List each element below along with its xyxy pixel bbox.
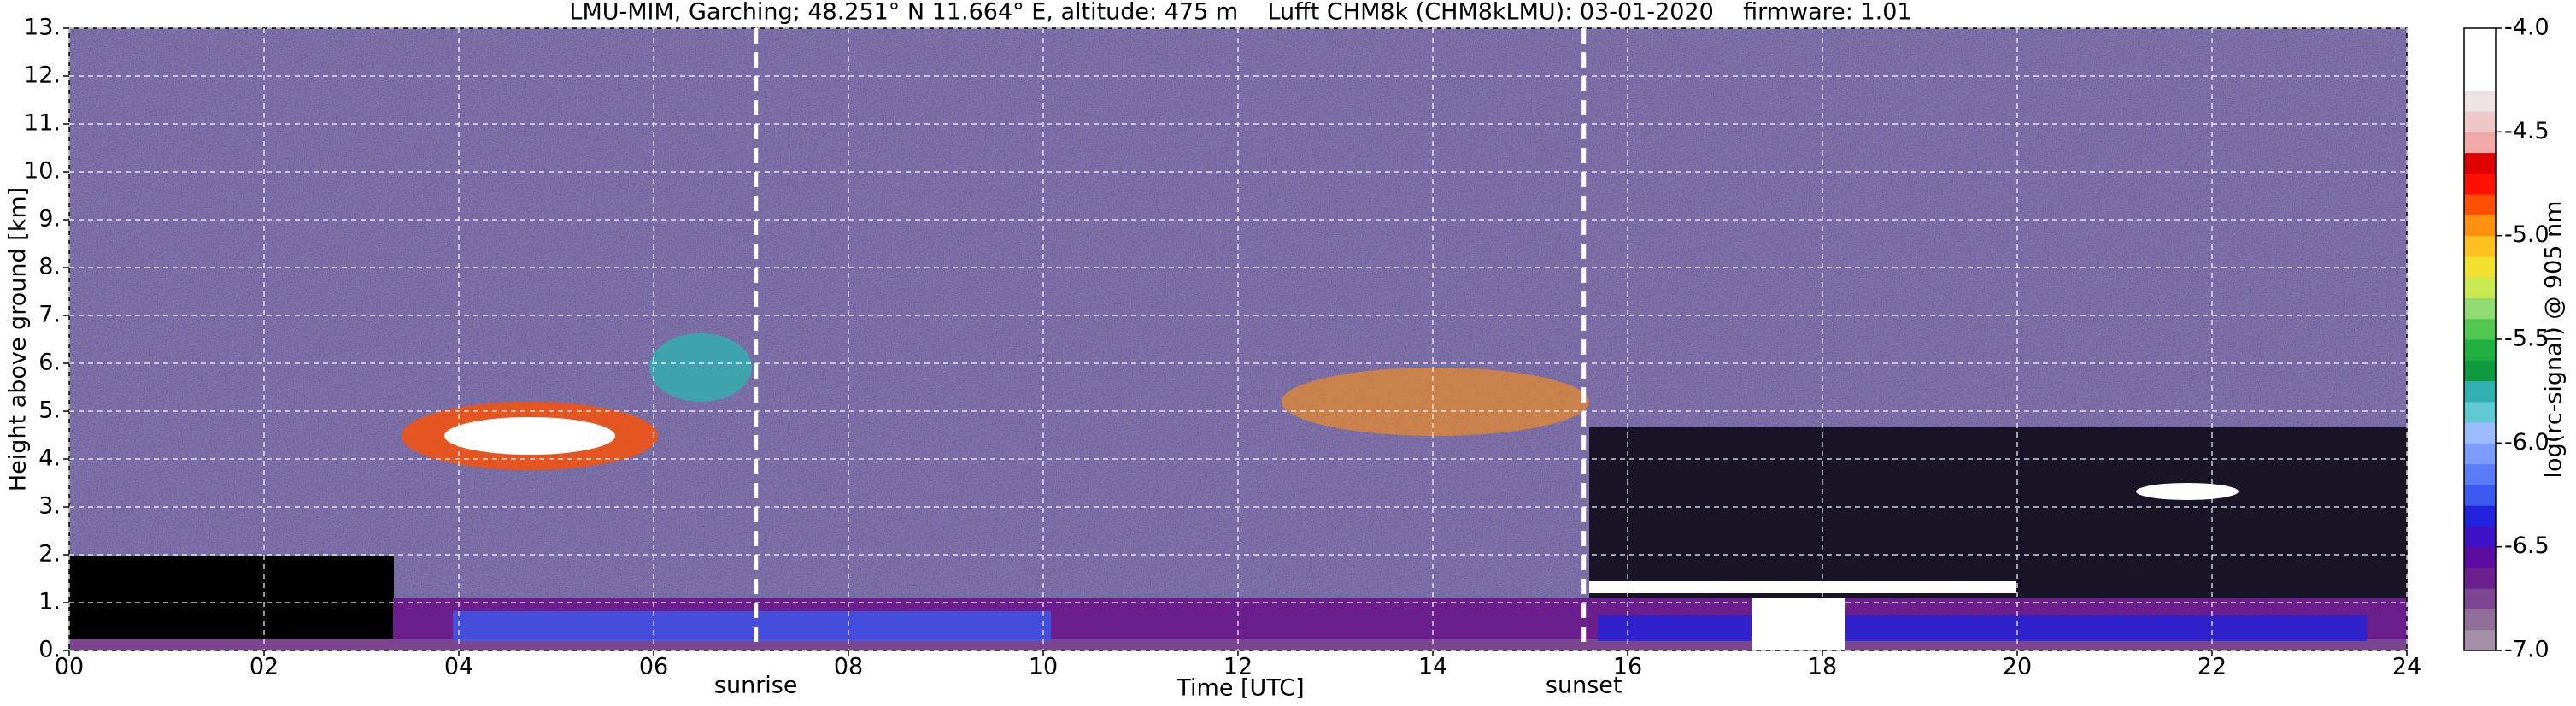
colorbar-segment bbox=[2464, 484, 2496, 506]
colorbar-segment bbox=[2464, 28, 2496, 50]
colorbar-tick-label: -6.0 bbox=[2504, 429, 2550, 456]
annotation-label: sunrise bbox=[714, 673, 798, 699]
y-tick-label: 11. bbox=[24, 110, 61, 137]
y-tick-label: 4. bbox=[38, 445, 61, 472]
y-axis-label: Height above ground [km] bbox=[5, 187, 32, 491]
x-tick-label: 16 bbox=[1613, 654, 1642, 680]
colorbar-tick-label: -4.5 bbox=[2504, 118, 2550, 144]
y-tick-label: 0. bbox=[38, 637, 61, 663]
colorbar-segment bbox=[2464, 609, 2496, 631]
y-tick-label: 5. bbox=[38, 397, 61, 424]
colorbar-tick-label: -7.0 bbox=[2504, 637, 2550, 663]
y-tick-label: 1. bbox=[38, 589, 61, 615]
y-tick-label: 13. bbox=[24, 15, 61, 41]
y-tick-label: 3. bbox=[38, 493, 61, 520]
x-tick-label: 18 bbox=[1808, 654, 1837, 680]
colorbar-segment bbox=[2464, 132, 2496, 154]
colorbar-segment bbox=[2464, 215, 2496, 237]
x-tick-label: 20 bbox=[2003, 654, 2032, 680]
colorbar-segment bbox=[2464, 90, 2496, 112]
y-tick-label: 2. bbox=[38, 541, 61, 568]
colorbar-segment bbox=[2464, 546, 2496, 568]
annotation-label: sunset bbox=[1546, 673, 1622, 699]
colorbar-tick-label: -5.5 bbox=[2504, 326, 2550, 352]
colorbar-segment bbox=[2464, 401, 2496, 423]
colorbar-segment bbox=[2464, 297, 2496, 320]
x-tick-label: 06 bbox=[639, 654, 668, 680]
colorbar-segment bbox=[2464, 277, 2496, 298]
x-tick-label: 22 bbox=[2198, 654, 2227, 680]
colorbar-segment bbox=[2464, 49, 2496, 71]
x-tick-label: 00 bbox=[55, 654, 84, 680]
x-tick-label: 24 bbox=[2392, 654, 2421, 680]
colorbar-segment bbox=[2464, 173, 2496, 195]
colorbar-segment bbox=[2464, 588, 2496, 609]
colorbar-segment bbox=[2464, 235, 2496, 257]
colorbar-segment bbox=[2464, 69, 2496, 91]
x-tick-label: 12 bbox=[1223, 654, 1253, 680]
colorbar-label: log(rc-signal) @ 905 nm bbox=[2541, 201, 2567, 479]
colorbar-segment bbox=[2464, 256, 2496, 278]
colorbar-segment bbox=[2464, 360, 2496, 382]
y-tick-label: 10. bbox=[24, 158, 61, 185]
colorbar-segment bbox=[2464, 339, 2496, 361]
y-tick-label: 8. bbox=[38, 254, 61, 280]
colorbar-segment bbox=[2464, 526, 2496, 548]
x-tick-label: 02 bbox=[249, 654, 279, 680]
x-tick-label: 04 bbox=[444, 654, 473, 680]
colorbar-segment bbox=[2464, 194, 2496, 215]
colorbar-tick-label: -6.5 bbox=[2504, 532, 2550, 559]
y-tick-label: 12. bbox=[24, 62, 61, 89]
x-tick-label: 14 bbox=[1418, 654, 1447, 680]
colorbar-segment bbox=[2464, 318, 2496, 340]
y-tick-label: 9. bbox=[38, 206, 61, 232]
x-axis-label: Time [UTC] bbox=[1176, 675, 1304, 702]
chart-title: LMU-MIM, Garching; 48.251° N 11.664° E, … bbox=[569, 0, 1911, 26]
y-tick-label: 7. bbox=[38, 302, 61, 328]
colorbar-segment bbox=[2464, 152, 2496, 174]
colorbar-segment bbox=[2464, 463, 2496, 485]
colorbar-segment bbox=[2464, 380, 2496, 403]
colorbar-segment bbox=[2464, 443, 2496, 465]
colorbar-segment bbox=[2464, 567, 2496, 589]
colorbar-segment bbox=[2464, 111, 2496, 132]
colorbar-segment bbox=[2464, 505, 2496, 527]
colorbar-segment bbox=[2464, 629, 2496, 651]
colorbar-tick-label: -4.0 bbox=[2504, 15, 2550, 41]
x-tick-label: 08 bbox=[834, 654, 863, 680]
colorbar-tick-label: -5.0 bbox=[2504, 221, 2550, 248]
colorbar-segment bbox=[2464, 422, 2496, 444]
x-tick-label: 10 bbox=[1029, 654, 1058, 680]
y-tick-label: 6. bbox=[38, 350, 61, 376]
